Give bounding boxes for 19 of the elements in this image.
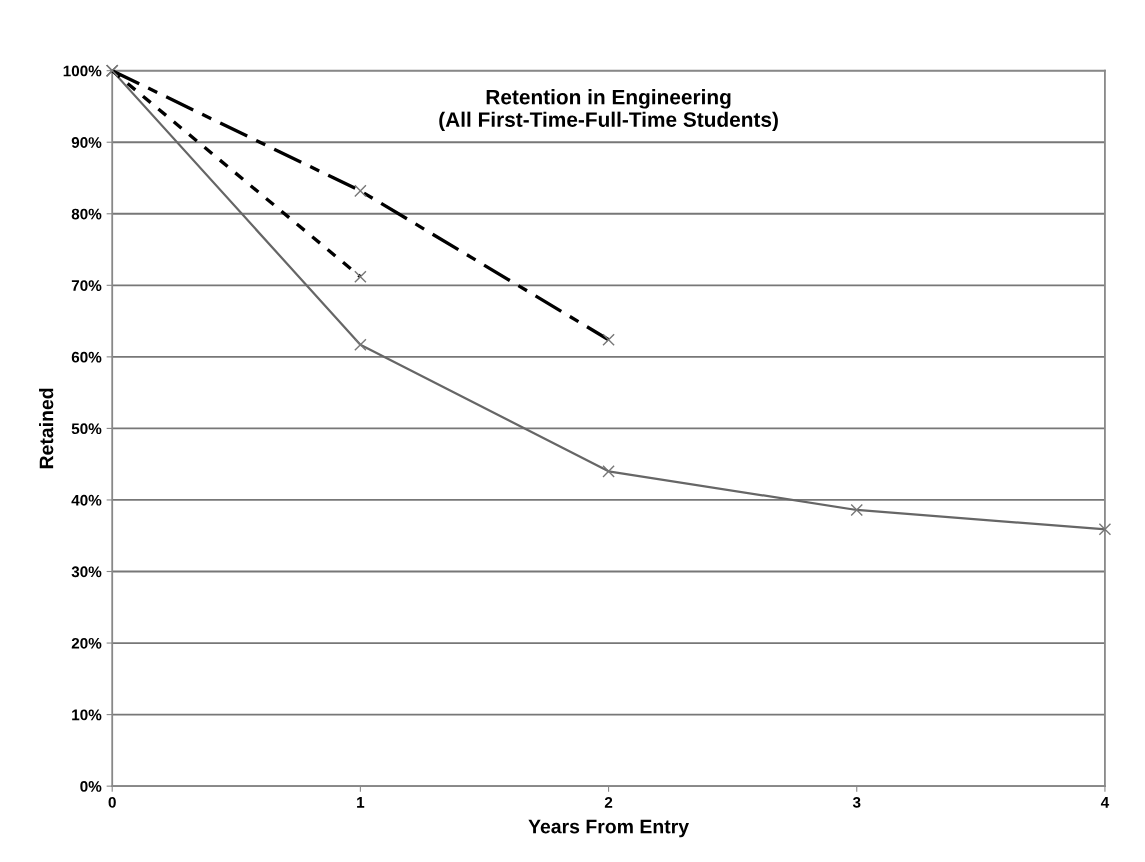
y-tick-label: 100% bbox=[63, 65, 102, 77]
x-axis-title: Years From Entry bbox=[528, 819, 689, 838]
y-tick-label: 80% bbox=[71, 208, 102, 220]
y-tick-label: 50% bbox=[71, 423, 102, 435]
text: Retention in Engineering (All First-Time-Full-Time Students) bbox=[439, 89, 778, 132]
x-tick-label: 4 bbox=[1100, 797, 1110, 808]
x-tick-label: 3 bbox=[852, 796, 861, 808]
x-tick-label: 1 bbox=[357, 797, 365, 808]
y-tick-label: 60% bbox=[71, 351, 102, 363]
y-tick-label: 0% bbox=[80, 781, 102, 792]
y-tick-label: 30% bbox=[71, 566, 102, 578]
x-tick-label: 0 bbox=[108, 796, 116, 808]
y-tick-label: 90% bbox=[71, 137, 102, 148]
y-tick-label: 40% bbox=[71, 494, 102, 506]
y-tick-label: 70% bbox=[71, 280, 102, 292]
x-tick-label: 2 bbox=[604, 796, 613, 808]
y-axis-title: Retained bbox=[39, 388, 54, 469]
y-tick-label: 20% bbox=[71, 637, 102, 649]
y-tick-label: 10% bbox=[72, 709, 102, 721]
